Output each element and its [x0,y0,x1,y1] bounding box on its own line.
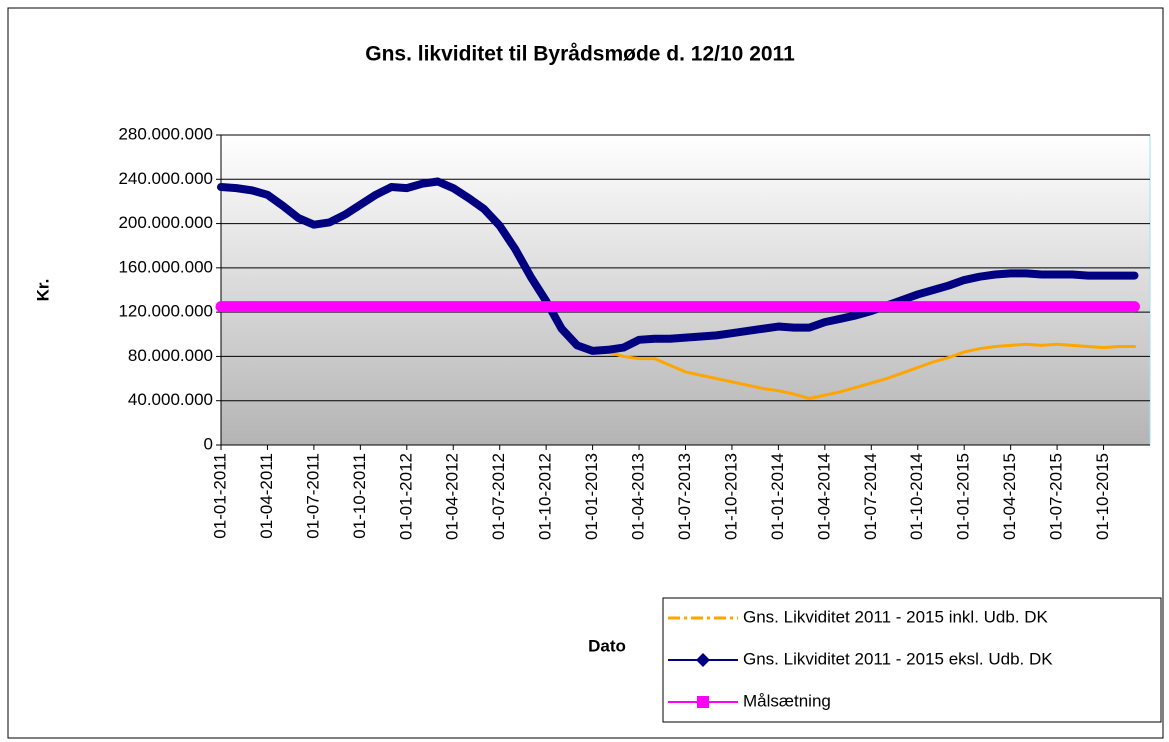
chart-title: Gns. likviditet til Byrådsmøde d. 12/10 … [365,43,795,66]
x-tick-label: 01-10-2011 [350,453,369,539]
x-tick-label: 01-07-2014 [861,453,880,540]
y-tick-label: 40.000.000 [128,390,213,409]
y-tick-label: 200.000.000 [118,213,213,232]
y-tick-label: 160.000.000 [118,257,213,276]
y-tick-label: 0 [204,434,213,453]
legend-label: Gns. Likviditet 2011 - 2015 eksl. Udb. D… [743,649,1053,668]
x-tick-label: 01-07-2012 [489,453,508,540]
legend-label: Gns. Likviditet 2011 - 2015 inkl. Udb. D… [743,607,1049,626]
x-tick-label: 01-01-2012 [396,453,415,540]
x-tick-label: 01-04-2015 [1000,453,1019,540]
x-tick-label: 01-10-2015 [1093,453,1112,540]
x-tick-label: 01-01-2015 [954,453,973,540]
x-tick-label: 01-10-2013 [721,453,740,540]
y-tick-label: 80.000.000 [128,346,213,365]
x-tick-label: 01-04-2013 [629,453,648,540]
plot-area [220,134,1151,446]
x-tick-label: 01-04-2012 [443,453,462,540]
x-tick-label: 01-10-2012 [536,453,555,540]
x-axis-label: Dato [588,636,626,655]
legend [662,597,1162,723]
x-tick-label: 01-10-2014 [907,453,926,540]
legend-marker [696,653,710,667]
y-axis-label: Kr. [33,279,52,302]
x-tick-label: 01-01-2011 [210,453,229,539]
x-tick-label: 01-01-2013 [582,453,601,540]
y-tick-label: 280.000.000 [118,124,213,143]
x-tick-label: 01-07-2013 [675,453,694,540]
y-tick-label: 240.000.000 [118,169,213,188]
x-tick-label: 01-01-2014 [768,453,787,540]
x-tick-label: 01-07-2015 [1047,453,1066,540]
x-tick-label: 01-07-2011 [303,453,322,539]
x-tick-label: 01-04-2014 [814,453,833,540]
series-line [217,177,1139,355]
legend-marker [697,696,709,708]
y-tick-label: 120.000.000 [118,302,213,321]
x-tick-label: 01-04-2011 [257,453,276,539]
legend-label: Målsætning [743,691,831,710]
